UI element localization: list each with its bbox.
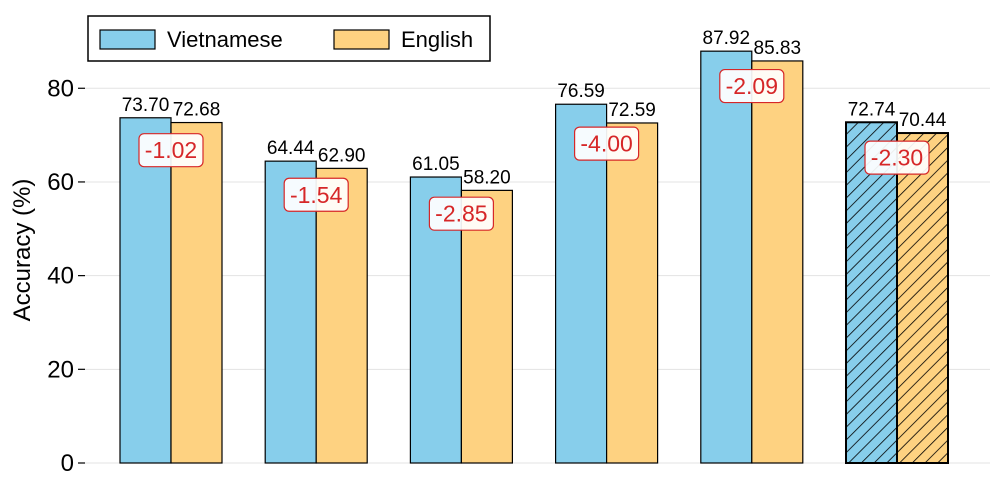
difference-badge: -2.85 xyxy=(428,196,494,231)
difference-badge: -1.02 xyxy=(138,133,204,168)
bar-english xyxy=(751,60,804,464)
difference-badge-box xyxy=(864,140,930,175)
gridlines xyxy=(85,87,990,370)
difference-badge-box xyxy=(719,68,785,104)
y-tick-label: 0 xyxy=(61,450,74,477)
legend: Vietnamese English xyxy=(87,15,491,62)
y-tick-label: 20 xyxy=(47,356,74,383)
y-tick-label: 80 xyxy=(47,75,74,102)
difference-badge: -2.30 xyxy=(864,140,930,175)
legend-label-english: English xyxy=(401,27,473,52)
bar-english xyxy=(605,122,659,464)
y-axis: 0 20 40 60 80 xyxy=(47,75,990,477)
y-tick-label: 40 xyxy=(47,263,74,290)
difference-value: -1.54 xyxy=(290,182,343,208)
difference-badge-box xyxy=(283,177,349,212)
difference-value: -2.09 xyxy=(726,73,778,99)
bar-vietnamese xyxy=(700,50,753,464)
bar-vietnamese xyxy=(554,103,608,464)
difference-badge: -2.09 xyxy=(719,68,785,104)
bar-value-label: 87.92 xyxy=(703,28,751,49)
bar-value-label: 72.59 xyxy=(608,100,656,121)
difference-badge-box xyxy=(428,196,494,231)
difference-badge-box xyxy=(138,133,204,168)
bar-value-label: 85.83 xyxy=(754,38,802,59)
difference-value: -2.30 xyxy=(871,145,923,171)
bar-vietnamese xyxy=(119,117,172,464)
bar-value-label: 64.44 xyxy=(267,138,315,159)
bar-english xyxy=(170,121,223,464)
bar-english xyxy=(315,167,368,464)
bar-english xyxy=(896,132,949,464)
legend-swatch-vietnamese xyxy=(99,29,156,50)
y-axis-title: Accuracy (%) xyxy=(9,179,36,322)
difference-badges: -1.02 -1.54 -2.85 -4.00 -2.09 -2.30 xyxy=(138,68,930,231)
bar-english xyxy=(460,189,513,464)
legend-label-vietnamese: Vietnamese xyxy=(167,27,283,52)
difference-value: -2.85 xyxy=(435,201,487,227)
bar-value-label: 70.44 xyxy=(899,110,947,131)
y-tick-label: 60 xyxy=(47,169,74,196)
bar-value-label: 72.74 xyxy=(848,99,896,120)
bar-value-label: 58.20 xyxy=(463,167,511,188)
bar-value-label: 76.59 xyxy=(557,81,605,102)
bar-value-label: 61.05 xyxy=(412,154,460,175)
difference-badge: -1.54 xyxy=(283,177,349,212)
difference-value: -1.02 xyxy=(145,137,197,163)
bars xyxy=(119,50,949,464)
bar-value-label: 72.68 xyxy=(173,100,221,121)
bar-vietnamese xyxy=(845,121,898,464)
difference-badge: -4.00 xyxy=(573,126,640,161)
difference-value: -4.00 xyxy=(580,131,632,157)
legend-swatch-english xyxy=(333,29,390,50)
bar-value-label: 62.90 xyxy=(318,145,366,166)
difference-badge-box xyxy=(573,126,640,161)
bar-value-label: 73.70 xyxy=(122,95,170,116)
